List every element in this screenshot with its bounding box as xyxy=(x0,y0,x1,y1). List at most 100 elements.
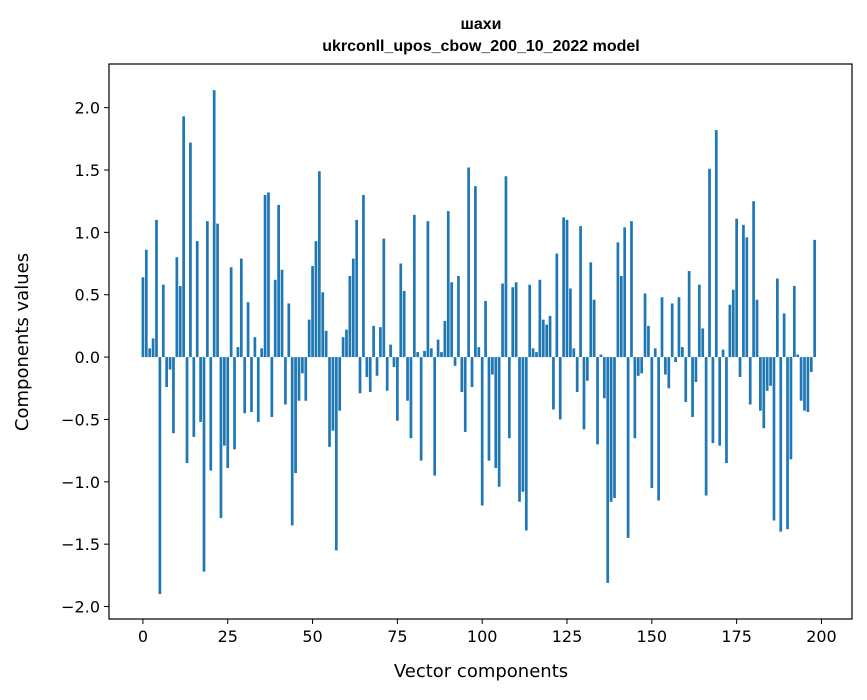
chart-title: шахи xyxy=(461,16,502,33)
bar-95 xyxy=(463,357,467,432)
bar-131 xyxy=(586,357,589,381)
bar-143 xyxy=(626,357,630,538)
bar-157 xyxy=(674,357,677,363)
bar-194 xyxy=(799,357,803,401)
y-tick-label: 1.0 xyxy=(75,223,100,242)
bar-93 xyxy=(457,276,460,358)
bar-165 xyxy=(701,328,705,358)
bar-174 xyxy=(731,289,735,358)
bar-176 xyxy=(738,357,742,378)
y-axis-ticks: −2.0 −1.5 −1.0 −0.5 0.0 0.5 1.0 1.5 2.0 xyxy=(61,99,109,617)
bar-53 xyxy=(321,292,325,358)
x-tick-label: 175 xyxy=(721,627,752,646)
bar-164 xyxy=(697,284,701,358)
bar-98 xyxy=(474,186,477,358)
bar-133 xyxy=(592,299,596,358)
bar-126 xyxy=(569,288,572,358)
bar-121 xyxy=(552,357,555,410)
bar-28 xyxy=(236,347,240,358)
bar-20 xyxy=(209,357,213,471)
bar-1 xyxy=(144,249,148,358)
bar-26 xyxy=(229,267,233,358)
bar-91 xyxy=(450,282,454,358)
bar-150 xyxy=(650,357,654,489)
bar-44 xyxy=(290,357,294,526)
y-axis-label: Components values xyxy=(12,253,33,431)
bar-42 xyxy=(284,357,287,405)
bar-146 xyxy=(636,357,640,376)
bar-79 xyxy=(409,357,413,439)
bar-0 xyxy=(141,277,145,358)
bar-94 xyxy=(460,357,464,393)
bar-102 xyxy=(487,357,491,461)
bar-137 xyxy=(606,357,610,583)
bar-138 xyxy=(609,357,613,502)
x-axis-ticks: 0 25 50 75 100 125 150 175 200 xyxy=(138,619,837,646)
x-tick-label: 200 xyxy=(806,627,837,646)
bar-96 xyxy=(467,167,470,358)
y-tick-label: 2.0 xyxy=(75,99,100,118)
x-axis-label: Vector components xyxy=(394,661,568,682)
bar-125 xyxy=(565,219,569,358)
bar-186 xyxy=(772,357,776,521)
bar-19 xyxy=(206,221,209,358)
bar-116 xyxy=(535,352,538,358)
bar-115 xyxy=(531,348,535,358)
bar-32 xyxy=(250,357,253,412)
bar-106 xyxy=(501,283,504,358)
bar-122 xyxy=(555,253,559,358)
bar-101 xyxy=(484,300,487,358)
bar-70 xyxy=(379,327,382,358)
bar-160 xyxy=(684,357,688,402)
bar-110 xyxy=(514,282,518,358)
bar-36 xyxy=(263,194,267,358)
bar-29 xyxy=(239,258,243,358)
y-tick-label: −1.0 xyxy=(61,473,100,492)
bar-18 xyxy=(202,357,206,572)
bar-117 xyxy=(538,279,542,358)
bar-142 xyxy=(623,227,627,358)
bar-62 xyxy=(351,258,355,358)
bar-190 xyxy=(786,357,789,530)
bar-136 xyxy=(602,357,606,399)
plot-area-frame xyxy=(108,63,853,620)
bar-132 xyxy=(589,262,593,358)
bar-50 xyxy=(311,266,314,358)
bar-13 xyxy=(185,357,189,464)
x-tick-label: 0 xyxy=(138,627,148,646)
bar-104 xyxy=(494,357,498,469)
bar-152 xyxy=(657,357,660,501)
bar-182 xyxy=(759,357,762,411)
bar-109 xyxy=(511,287,515,358)
bar-151 xyxy=(653,348,657,358)
bar-27 xyxy=(233,357,236,450)
bar-144 xyxy=(630,221,633,358)
bar-76 xyxy=(399,263,403,358)
bar-172 xyxy=(725,357,728,464)
bar-60 xyxy=(345,329,348,358)
bar-100 xyxy=(480,357,484,506)
bar-10 xyxy=(175,257,179,358)
bar-111 xyxy=(518,357,521,502)
bar-103 xyxy=(491,357,494,375)
bar-159 xyxy=(681,347,684,358)
bar-24 xyxy=(222,357,226,446)
bar-23 xyxy=(219,357,223,518)
bar-84 xyxy=(426,221,430,358)
x-tick-label: 150 xyxy=(637,627,668,646)
bar-80 xyxy=(412,214,416,358)
y-tick-label: −0.5 xyxy=(61,410,100,429)
bar-161 xyxy=(687,271,691,358)
bar-92 xyxy=(453,357,457,366)
bar-48 xyxy=(304,357,308,401)
bar-63 xyxy=(355,219,359,358)
bar-11 xyxy=(178,286,182,358)
bar-43 xyxy=(287,303,291,358)
bar-192 xyxy=(792,286,796,358)
y-tick-label: 0.0 xyxy=(75,348,100,367)
bar-154 xyxy=(664,357,667,375)
bar-33 xyxy=(253,337,257,358)
bar-135 xyxy=(599,354,603,358)
bar-31 xyxy=(246,302,250,358)
